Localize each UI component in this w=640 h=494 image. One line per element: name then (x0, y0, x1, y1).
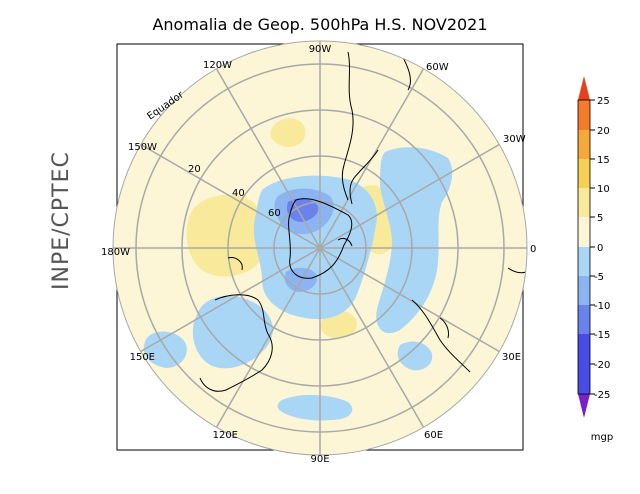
colorbar-label-m5: -5 (594, 272, 604, 283)
lon-label-60e: 60E (424, 430, 443, 441)
lon-label-0: 0 (530, 244, 536, 255)
africa-west-bulge (507, 267, 527, 274)
colorbar-unit: mgp (591, 432, 613, 443)
colorbar-top-triangle (578, 76, 590, 100)
latitude-label-60: 60 (268, 208, 281, 219)
colorbar-label-m20: -20 (594, 360, 610, 371)
colorbar-label-m25: -25 (594, 390, 610, 401)
negative-anomaly-far-south (277, 394, 353, 421)
longitude-grid (113, 41, 527, 455)
lon-label-30w: 30W (503, 134, 526, 145)
colorbar: 25 20 15 10 5 0 -5 -10 -15 -20 -25 mgp (577, 76, 613, 443)
negative-anomaly-southeast (397, 341, 433, 371)
colorbar-swatch-0-5 (578, 217, 590, 247)
latitude-label-20: 20 (188, 164, 201, 175)
colorbar-swatch-m5-0 (578, 247, 590, 276)
latitude-label-40: 40 (232, 188, 245, 199)
map-title: Anomalia de Geop. 500hPa H.S. NOV2021 (152, 15, 487, 34)
colorbar-swatch-m25-m20 (578, 364, 590, 394)
negative-anomaly-southeast-pacific (143, 331, 187, 368)
colorbar-bottom-triangle (578, 394, 590, 418)
institution-label: INPE/CPTEC (49, 151, 74, 290)
colorbar-label-5: 5 (597, 213, 603, 224)
colorbar-swatch-m15-m10 (578, 305, 590, 334)
lon-label-120e: 120E (213, 430, 238, 441)
lon-label-150e: 150E (130, 352, 155, 363)
map-boundary (112, 40, 528, 456)
positive-anomaly-south (320, 311, 357, 339)
colorbar-label-0: 0 (597, 243, 603, 254)
lon-label-180w: 180W (101, 247, 130, 258)
madagascar (439, 317, 449, 339)
lon-label-30e: 30E (502, 352, 521, 363)
colorbar-swatch-15-20 (578, 130, 590, 159)
new-zealand (227, 257, 243, 271)
colorbar-swatch-20-25 (578, 100, 590, 130)
polar-disk (112, 40, 528, 456)
positive-anomaly-north (270, 118, 306, 148)
positive-anomaly-west (186, 195, 267, 277)
colorbar-swatch-10-15 (578, 159, 590, 188)
south-america-east-coast (349, 149, 379, 205)
africa-coast (411, 299, 471, 373)
colorbar-swatch-m20-m15 (578, 334, 590, 364)
antarctic-peninsula (337, 237, 353, 247)
colorbar-swatch-5-10 (578, 188, 590, 217)
south-america-west-coast (341, 51, 354, 201)
lon-label-90w: 90W (309, 44, 332, 55)
colorbar-label-25: 25 (597, 96, 610, 107)
colorbar-label-20: 20 (597, 126, 610, 137)
colorbar-ticks (590, 99, 595, 395)
colorbar-label-m15: -15 (594, 330, 610, 341)
colorbar-label-15: 15 (597, 155, 610, 166)
lon-label-90e: 90E (310, 454, 329, 465)
antarctica-coast (288, 198, 353, 279)
colorbar-label-m10: -10 (594, 301, 610, 312)
lon-label-150w: 150W (128, 142, 157, 153)
negative-anomaly-indian-ocean (192, 295, 273, 369)
lon-label-120w: 120W (203, 60, 232, 71)
negative-anomaly-atlantic (376, 147, 453, 334)
lon-label-60w: 60W (426, 62, 449, 73)
colorbar-swatch-m10-m5 (578, 276, 590, 305)
colorbar-label-10: 10 (597, 184, 610, 195)
australia-coast (199, 294, 273, 392)
